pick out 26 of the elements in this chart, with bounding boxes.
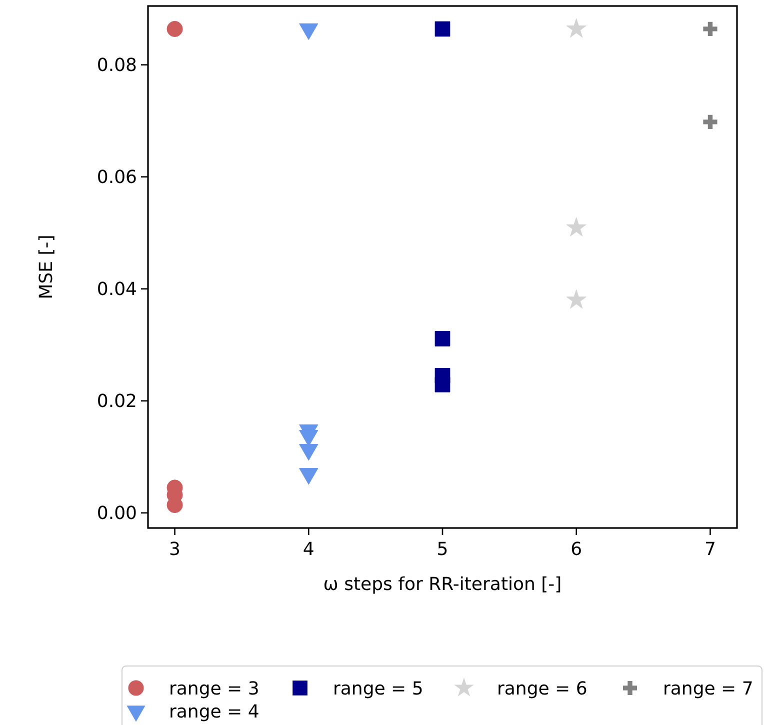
legend-label: range = 4 [169,701,260,722]
legend-label: range = 3 [169,678,260,700]
legend-label: range = 7 [663,678,754,700]
y-tick-label: 0.06 [96,167,137,188]
y-tick-label: 0.02 [96,391,137,412]
point [703,22,718,36]
point [434,21,450,37]
legend-label: range = 5 [333,678,424,700]
y-axis-title: MSE [-] [36,234,57,300]
legend-label: range = 6 [497,678,588,700]
point [566,217,586,236]
point [434,376,450,392]
x-tick-label: 5 [436,539,448,560]
x-axis-title: ω steps for RR-iteration [-] [323,574,562,595]
y-tick-label: 0.04 [96,279,137,300]
x-tick-label: 4 [302,539,314,560]
point [566,18,586,38]
point [166,20,183,37]
x-tick-label: 7 [704,539,716,560]
y-tick-label: 0.00 [96,503,137,524]
point [566,289,586,309]
y-tick-label: 0.08 [96,55,137,76]
point [703,114,718,129]
point [434,331,450,346]
x-tick-label: 3 [169,539,180,560]
x-tick-label: 6 [570,539,582,560]
